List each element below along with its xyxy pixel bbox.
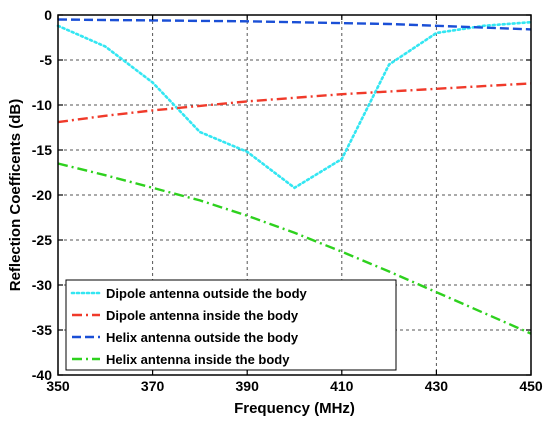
y-tick-label: -20 [32,187,52,203]
y-axis-label: Reflection Coefficents (dB) [7,99,24,292]
y-tick-label: -5 [40,52,53,68]
x-axis-label: Frequency (MHz) [234,400,355,417]
series-line-1 [56,20,533,190]
x-tick-label: 450 [519,378,543,394]
y-tick-label: 0 [44,7,52,23]
y-tick-label: -25 [32,232,52,248]
y-tick-label: -40 [32,367,52,383]
y-tick-label: -30 [32,277,52,293]
x-tick-label: 350 [46,378,70,394]
x-tick-label: 410 [330,378,354,394]
legend-label-3: Helix antenna outside the body [106,330,299,345]
y-tick-label: -35 [32,322,52,338]
series-layer [56,18,533,335]
axis-ticks: 350 370 390 410 430 450 0 -5 -10 -15 -20 -25 -30 -35 -… [32,7,543,394]
y-tick-label: -10 [32,97,52,113]
series-line-4 [57,162,532,335]
series-line-3 [57,18,532,31]
legend-label-4: Helix antenna inside the body [106,352,290,367]
x-tick-label: 370 [141,378,165,394]
y-tick-label: -15 [32,142,52,158]
legend-box [65,279,397,371]
legend-label-1: Dipole antenna outside the body [106,286,308,301]
x-tick-label: 430 [425,378,449,394]
legend: Dipole antenna outside the body Dipole an… [65,279,397,371]
legend-label-2: Dipole antenna inside the body [106,308,299,323]
series-line-2 [57,82,532,124]
x-tick-label: 390 [236,378,260,394]
